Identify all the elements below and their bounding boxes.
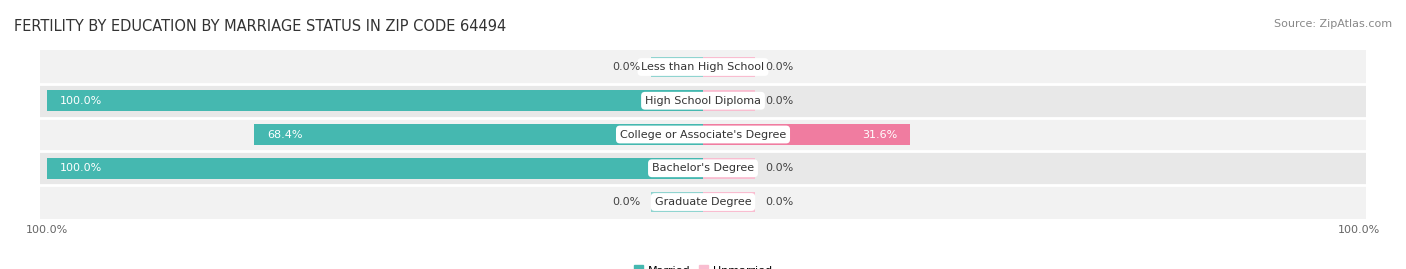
Text: 0.0%: 0.0% — [765, 197, 793, 207]
Text: 0.0%: 0.0% — [765, 96, 793, 106]
Bar — [703, 192, 755, 213]
Text: Bachelor's Degree: Bachelor's Degree — [652, 163, 754, 173]
Bar — [703, 158, 755, 179]
Text: 0.0%: 0.0% — [613, 197, 641, 207]
Bar — [41, 84, 1365, 118]
Bar — [703, 90, 755, 111]
Text: 68.4%: 68.4% — [267, 129, 302, 140]
Bar — [41, 118, 1365, 151]
Bar — [46, 158, 703, 179]
Bar — [41, 185, 1365, 219]
Text: College or Associate's Degree: College or Associate's Degree — [620, 129, 786, 140]
Text: Graduate Degree: Graduate Degree — [655, 197, 751, 207]
Bar — [703, 56, 755, 77]
Text: Less than High School: Less than High School — [641, 62, 765, 72]
Text: 100.0%: 100.0% — [60, 163, 103, 173]
Text: High School Diploma: High School Diploma — [645, 96, 761, 106]
Text: 31.6%: 31.6% — [862, 129, 897, 140]
Text: Source: ZipAtlas.com: Source: ZipAtlas.com — [1274, 19, 1392, 29]
Text: 0.0%: 0.0% — [613, 62, 641, 72]
Bar — [41, 50, 1365, 84]
Bar — [703, 124, 910, 145]
Bar — [46, 90, 703, 111]
Text: 0.0%: 0.0% — [765, 163, 793, 173]
Bar — [651, 56, 703, 77]
Text: 0.0%: 0.0% — [765, 62, 793, 72]
Legend: Married, Unmarried: Married, Unmarried — [630, 261, 776, 269]
Text: FERTILITY BY EDUCATION BY MARRIAGE STATUS IN ZIP CODE 64494: FERTILITY BY EDUCATION BY MARRIAGE STATU… — [14, 19, 506, 34]
Bar — [41, 151, 1365, 185]
Text: 100.0%: 100.0% — [60, 96, 103, 106]
Bar — [651, 192, 703, 213]
Bar — [254, 124, 703, 145]
